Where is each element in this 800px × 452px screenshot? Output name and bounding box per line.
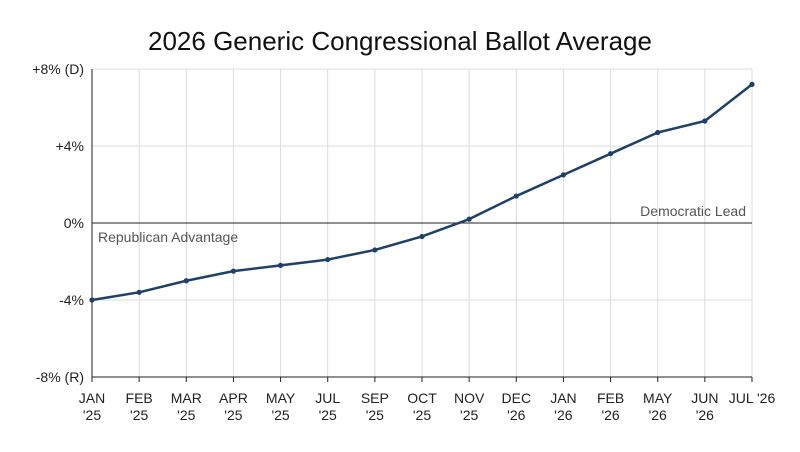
chart-title: 2026 Generic Congressional Ballot Averag…	[148, 26, 652, 56]
data-point	[466, 216, 472, 222]
republican-advantage-annotation: Republican Advantage	[98, 229, 238, 245]
data-point	[749, 81, 755, 87]
x-tick-label-year: '25	[177, 407, 195, 423]
x-tick-label: APR	[219, 390, 248, 406]
x-tick-label: JAN	[550, 390, 576, 406]
data-point	[702, 118, 708, 124]
x-tick-label-year: '26	[601, 407, 619, 423]
x-tick-label: SEP	[361, 390, 389, 406]
x-tick-label: FEB	[126, 390, 153, 406]
x-tick-label: JUL	[315, 390, 340, 406]
data-point	[136, 289, 142, 295]
data-point	[183, 278, 189, 284]
data-point	[607, 151, 614, 157]
x-tick-label: MAR	[171, 390, 202, 406]
x-tick-label-year: '25	[366, 407, 384, 423]
series-layer	[89, 81, 755, 303]
data-point	[230, 268, 237, 274]
data-point	[89, 297, 95, 303]
x-tick-label-year: '25	[130, 407, 148, 423]
x-tick-label: JUN	[691, 390, 718, 406]
data-point	[655, 129, 661, 136]
y-tick-labels: +8% (D) +4% 0% -4% -8% (R)	[32, 61, 84, 385]
x-tick-label-year: '25	[271, 407, 289, 423]
x-tick-label: FEB	[597, 390, 624, 406]
y-tick-label: -8% (R)	[36, 369, 84, 385]
x-tick-label: OCT	[407, 390, 437, 406]
x-tick-label-year: '26	[696, 407, 714, 423]
axis-layer	[91, 69, 753, 382]
data-point	[325, 256, 331, 263]
x-tick-label-year: '26	[554, 407, 572, 423]
x-tick-label-year: '25	[319, 407, 337, 423]
x-tick-label-year: '26	[507, 407, 525, 423]
x-tick-label: JUL '26	[729, 390, 776, 406]
data-point	[419, 233, 425, 240]
x-tick-label: NOV	[454, 390, 485, 406]
y-tick-label: +4%	[56, 138, 84, 154]
y-tick-label: +8% (D)	[32, 61, 84, 77]
data-point	[277, 262, 284, 268]
data-point	[372, 247, 378, 253]
y-tick-label: -4%	[59, 292, 84, 308]
x-tick-label-year: '25	[224, 407, 242, 423]
x-tick-label-year: '26	[649, 407, 667, 423]
x-tick-label-year: '25	[460, 407, 478, 423]
x-tick-label: JAN	[79, 390, 105, 406]
x-tick-label-year: '25	[83, 407, 101, 423]
x-tick-label: MAY	[643, 390, 673, 406]
x-tick-label-year: '25	[413, 407, 431, 423]
data-point	[513, 193, 519, 199]
x-tick-label: MAY	[266, 390, 296, 406]
y-tick-label: 0%	[64, 215, 84, 231]
x-tick-label: DEC	[502, 390, 532, 406]
data-point	[560, 172, 567, 178]
x-tick-labels: JAN'25FEB'25MAR'25APR'25MAY'25JUL'25SEP'…	[79, 390, 776, 423]
democratic-lead-annotation: Democratic Lead	[640, 203, 746, 219]
